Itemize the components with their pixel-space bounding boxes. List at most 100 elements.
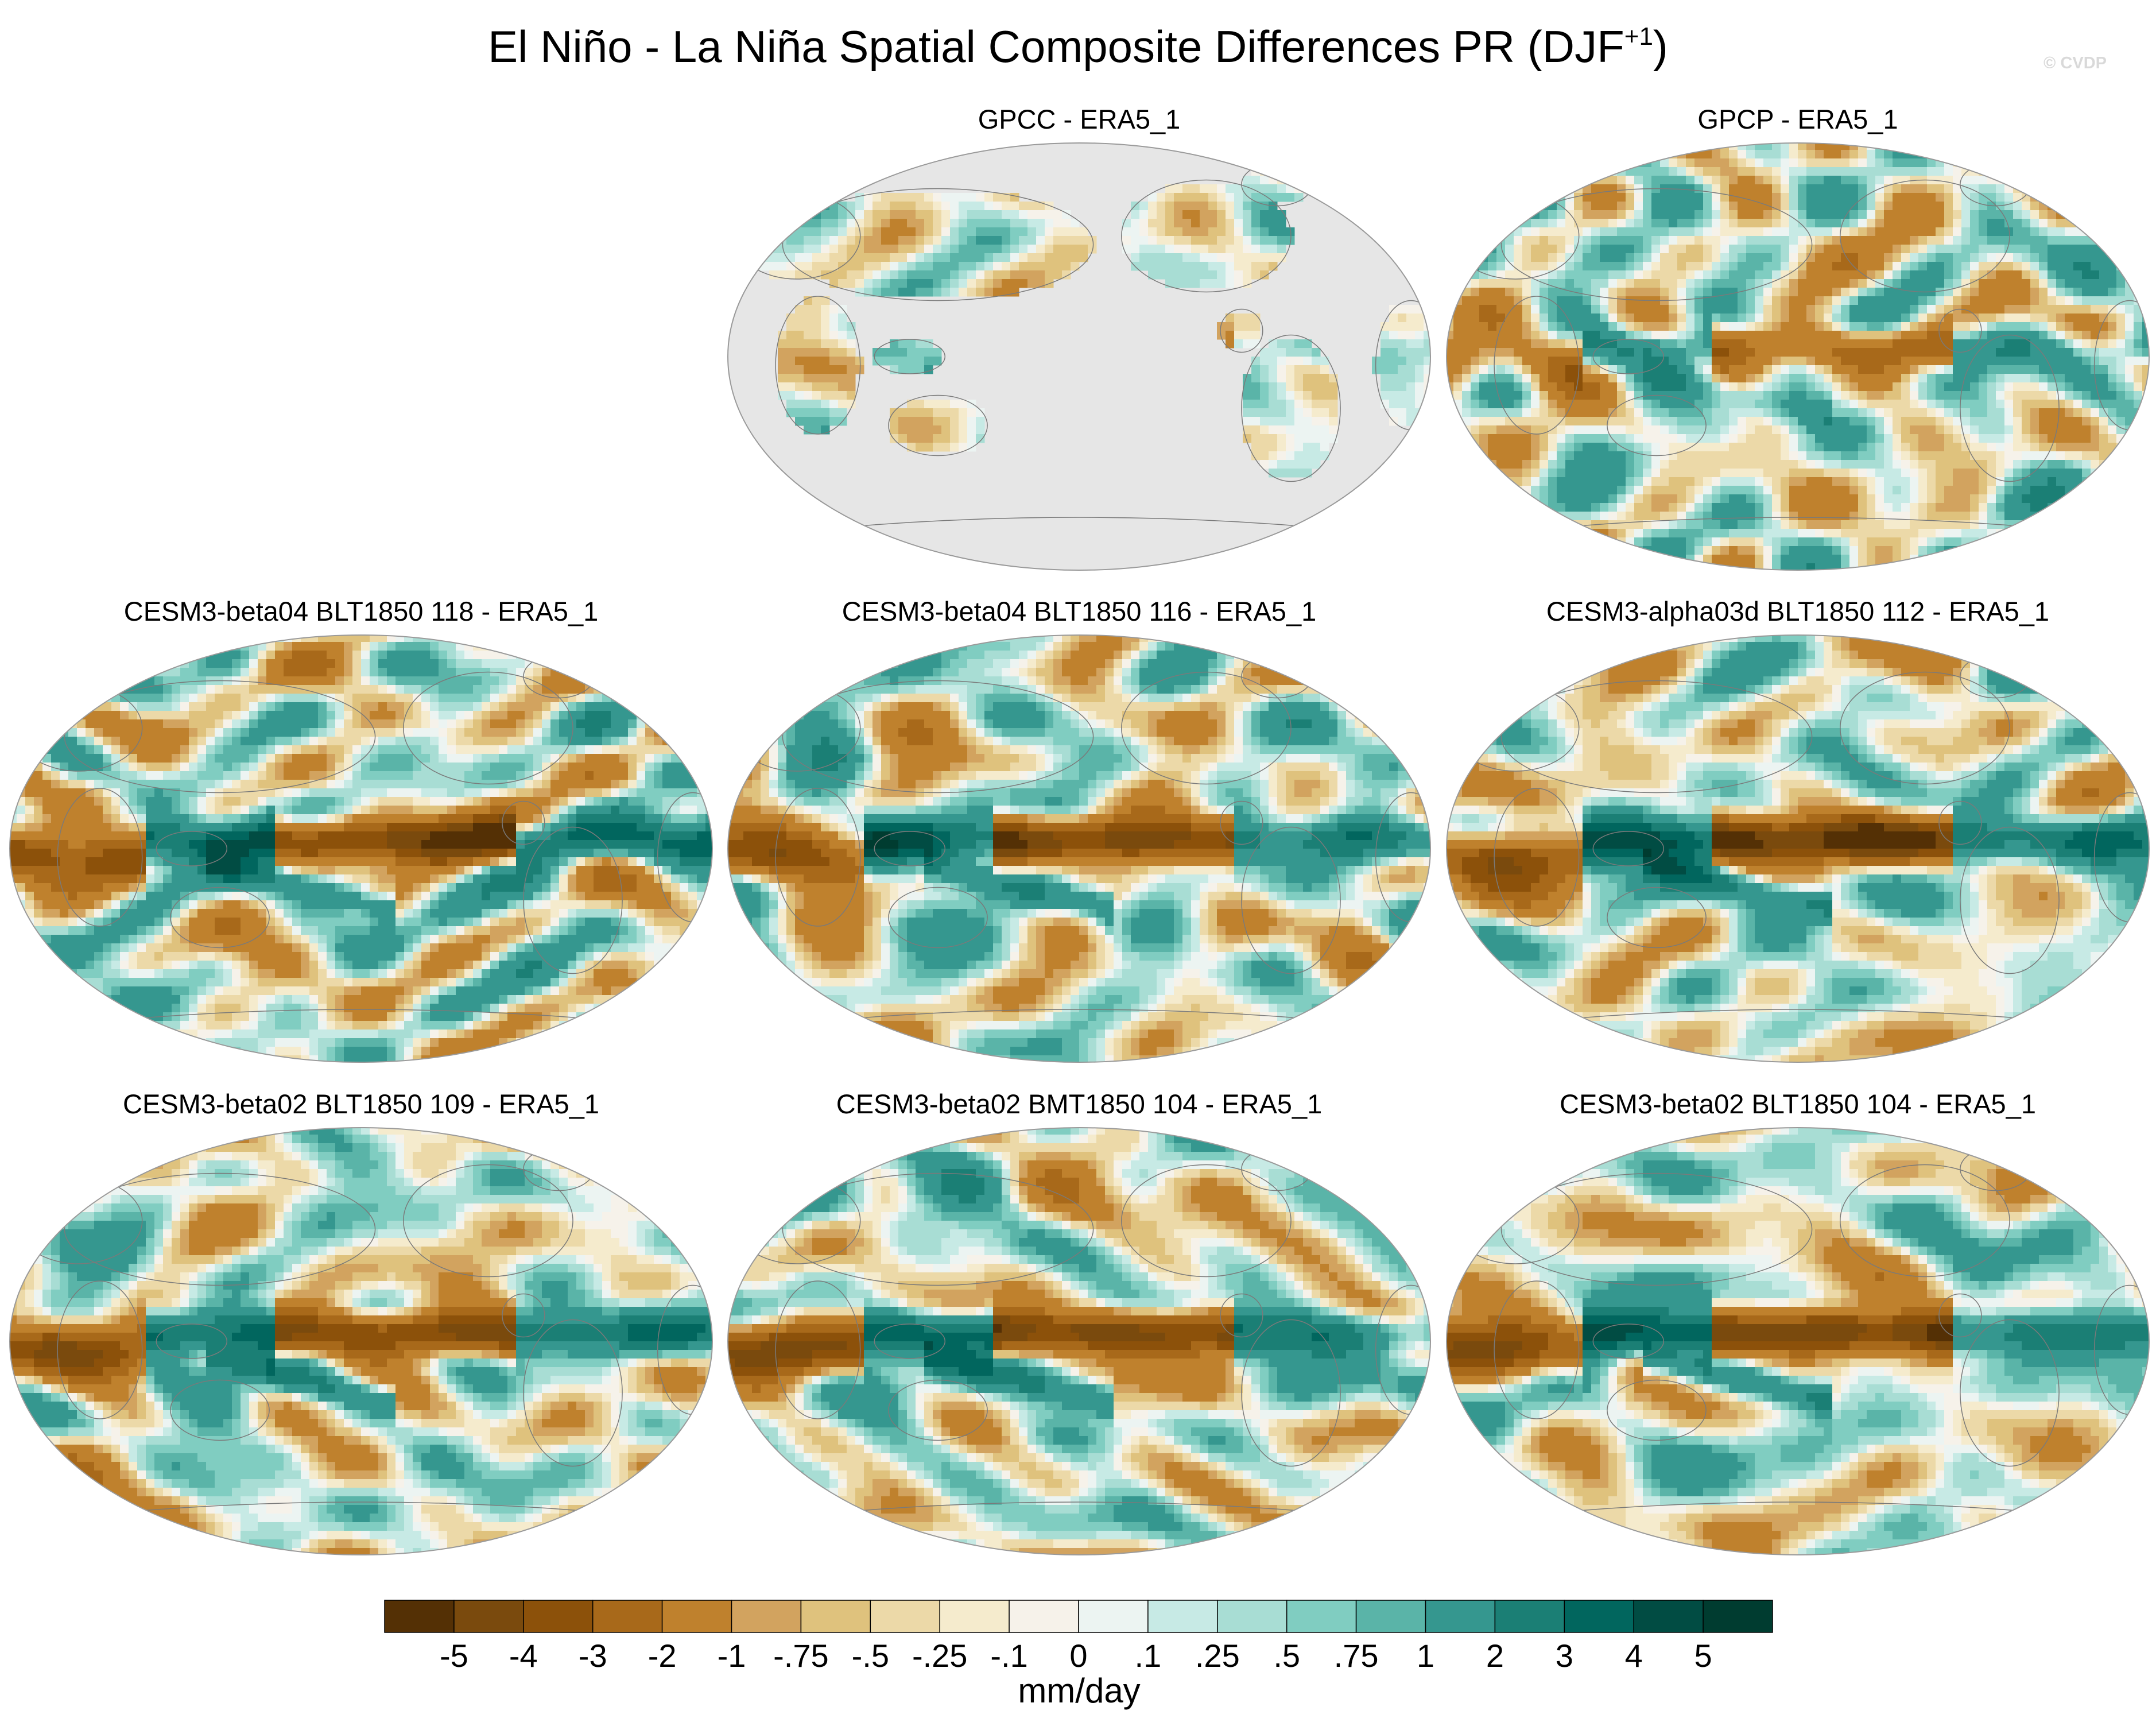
- field-cell: [1591, 314, 1600, 323]
- field-cell: [1548, 460, 1557, 469]
- field-cell: [1893, 469, 1902, 478]
- field-cell: [1626, 408, 1635, 417]
- field-cell: [1893, 537, 1902, 547]
- field-cell: [1901, 408, 1910, 417]
- field-cell: [743, 210, 753, 219]
- field-cell: [812, 417, 821, 426]
- field-cell: [1677, 365, 1686, 374]
- field-cell: [2004, 279, 2014, 288]
- field-cell: [1789, 503, 1798, 512]
- field-cell: [1557, 348, 1566, 357]
- field-cell: [761, 245, 770, 254]
- field-cell: [1961, 331, 1971, 340]
- field-cell: [1867, 460, 1876, 469]
- field-cell: [1936, 477, 1945, 486]
- field-cell: [1936, 486, 1945, 495]
- field-cell: [1669, 236, 1678, 245]
- field-cell: [2082, 150, 2091, 159]
- field-cell: [1583, 279, 1592, 288]
- field-cell: [1841, 391, 1850, 400]
- field-cell: [812, 262, 821, 271]
- field-cell: [1746, 296, 1755, 305]
- field-cell: [1893, 219, 1902, 228]
- field-cell: [1453, 184, 1463, 193]
- field-cell: [1531, 357, 1540, 366]
- field-cell: [1970, 529, 1979, 538]
- field-cell: [1660, 245, 1669, 254]
- field-cell: [2125, 331, 2134, 340]
- field-cell: [1961, 365, 1971, 374]
- field-cell: [1970, 400, 1979, 409]
- field-cell: [1798, 296, 1807, 305]
- field-cell: [2039, 460, 2048, 469]
- field-cell: [1884, 486, 1893, 495]
- field-cell: [2030, 143, 2039, 150]
- field-cell: [1815, 184, 1824, 193]
- field-cell: [1565, 262, 1575, 271]
- field-cell: [735, 227, 744, 237]
- field-cell: [898, 425, 908, 435]
- field-cell: [1712, 400, 1721, 409]
- field-cell: [2004, 314, 2014, 323]
- field-cell: [2030, 503, 2039, 512]
- field-cell: [1953, 512, 1962, 521]
- field-cell: [2108, 150, 2117, 159]
- field-cell: [2039, 434, 2048, 443]
- field-cell: [1600, 202, 1609, 211]
- field-cell: [2048, 270, 2057, 280]
- field-cell: [1798, 253, 1807, 262]
- field-cell: [1269, 443, 1278, 452]
- field-cell: [1643, 322, 1652, 331]
- field-cell: [2108, 331, 2117, 340]
- field-cell: [1269, 365, 1278, 374]
- field-cell: [1875, 365, 1884, 374]
- field-cell: [1557, 236, 1566, 245]
- field-cell: [873, 210, 882, 219]
- field-cell: [1583, 425, 1592, 435]
- field-cell: [1841, 288, 1850, 297]
- field-cell: [1893, 520, 1902, 529]
- field-cell: [1987, 184, 1996, 193]
- field-cell: [1979, 270, 1988, 280]
- field-cell: [2056, 314, 2065, 323]
- field-cell: [1608, 357, 1618, 366]
- field-cell: [1901, 253, 1910, 262]
- field-cell: [873, 193, 882, 202]
- field-cell: [1505, 529, 1514, 538]
- field-cell: [967, 270, 976, 280]
- field-cell: [1772, 374, 1781, 383]
- field-cell: [1591, 184, 1600, 193]
- field-cell: [2134, 202, 2143, 211]
- field-cell: [1557, 253, 1566, 262]
- field-cell: [2099, 537, 2108, 547]
- field-cell: [1540, 451, 1549, 460]
- field-cell: [993, 227, 1002, 237]
- field-cell: [1729, 339, 1738, 349]
- field-cell: [2082, 288, 2091, 297]
- field-cell: [752, 236, 761, 245]
- field-cell: [1591, 143, 1600, 150]
- field-cell: [1174, 184, 1183, 193]
- field-cell: [1626, 529, 1635, 538]
- field-cell: [1447, 425, 1454, 435]
- field-cell: [1987, 494, 1996, 504]
- field-cell: [924, 408, 933, 417]
- field-cell: [1471, 357, 1480, 366]
- field-cell: [1496, 296, 1506, 305]
- field-cell: [1936, 400, 1945, 409]
- field-cell: [2125, 167, 2134, 176]
- field-cell: [1591, 408, 1600, 417]
- field-cell: [2091, 408, 2100, 417]
- field-cell: [2013, 451, 2022, 460]
- field-cell: [1824, 477, 1833, 486]
- field-cell: [2116, 382, 2126, 392]
- field-cell: [1901, 460, 1910, 469]
- coastline: [1220, 308, 1263, 353]
- field-cell: [1447, 262, 1454, 271]
- field-cell: [1755, 451, 1764, 460]
- field-cell: [881, 210, 890, 219]
- field-cell: [2116, 408, 2126, 417]
- field-cell: [1910, 417, 1919, 426]
- field-cell: [1651, 348, 1661, 357]
- field-cell: [881, 357, 890, 366]
